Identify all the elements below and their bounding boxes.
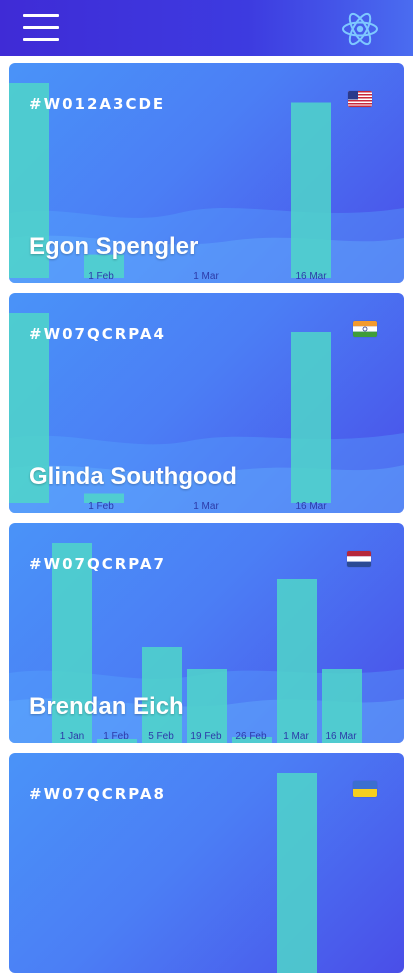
device-code: #W07QCRPA4 <box>29 325 166 343</box>
chart-bar <box>277 773 317 973</box>
user-name: Glinda Southgood <box>29 463 237 490</box>
chart-bar <box>187 669 227 743</box>
netherlands-flag-icon <box>347 551 371 567</box>
chart-bar <box>97 739 137 743</box>
device-code: #W07QCRPA8 <box>29 785 166 803</box>
user-card[interactable]: 1 Jan 1 Feb 5 Feb 19 Feb 26 Feb 1 Mar 16 Mar #… <box>9 523 404 743</box>
user-card[interactable]: 1 Feb 1 Mar 16 Mar #W012A3CDE Egon Spengle… <box>9 63 404 283</box>
x-tick-label: 26 Feb <box>235 731 267 742</box>
react-atom-icon[interactable] <box>339 8 381 50</box>
india-flag-icon <box>353 321 377 337</box>
x-tick-label: 1 Feb <box>88 501 114 512</box>
user-name: Brendan Eich <box>29 693 184 720</box>
x-tick-label: 16 Mar <box>295 501 327 512</box>
chart-bar <box>142 647 182 743</box>
x-tick-label: 5 Feb <box>148 731 174 742</box>
chart-bar <box>52 543 92 743</box>
chart-bar <box>9 313 49 503</box>
bar-chart: 1 Feb 1 Mar 16 Mar <box>9 313 404 513</box>
chart-bar <box>9 83 49 278</box>
user-card[interactable]: 1 Feb 1 Mar 16 Mar #W07QCRPA4 Glinda South… <box>9 293 404 513</box>
x-tick-label: 19 Feb <box>190 731 222 742</box>
us-flag-icon <box>348 91 372 107</box>
x-tick-label: 1 Mar <box>283 731 309 742</box>
chart-bar <box>291 332 331 503</box>
chart-bar <box>232 737 272 743</box>
user-card[interactable]: #W07QCRPA8 <box>9 753 404 973</box>
x-tick-label: 16 Mar <box>295 271 327 282</box>
x-tick-label: 1 Jan <box>60 731 84 742</box>
device-code: #W012A3CDE <box>29 95 166 113</box>
x-tick-label: 1 Feb <box>103 731 129 742</box>
x-tick-label: 16 Mar <box>325 731 357 742</box>
ukraine-flag-icon <box>353 781 377 797</box>
chart-bar <box>84 493 124 503</box>
user-name: Egon Spengler <box>29 233 199 260</box>
chart-bar <box>322 669 362 743</box>
app-header <box>0 0 413 56</box>
x-tick-label: 1 Mar <box>193 271 219 282</box>
bar-chart: 1 Feb 1 Mar 16 Mar <box>9 83 404 283</box>
bar-chart: 1 Jan 1 Feb 5 Feb 19 Feb 26 Feb 1 Mar 16 Mar <box>9 543 404 743</box>
device-code: #W07QCRPA7 <box>29 555 166 573</box>
chart-bar <box>277 579 317 743</box>
x-tick-label: 1 Mar <box>193 501 219 512</box>
x-tick-label: 1 Feb <box>88 271 114 282</box>
chart-bar <box>291 102 331 278</box>
hamburger-menu-icon[interactable] <box>23 14 59 44</box>
chart-bar <box>84 254 124 278</box>
